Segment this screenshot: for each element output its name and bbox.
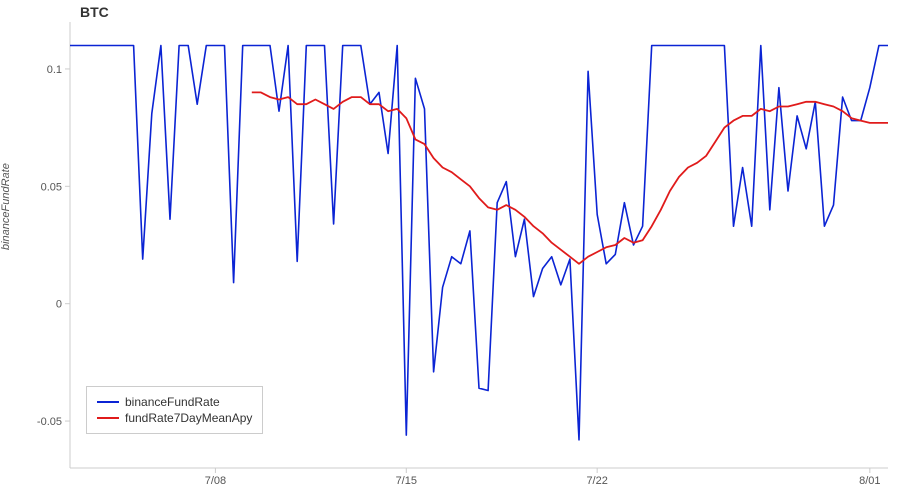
legend-swatch-icon [97,417,119,419]
legend-label: fundRate7DayMeanApy [125,411,252,425]
x-tick-label: 7/15 [396,475,417,487]
x-tick-label: 7/08 [205,475,226,487]
legend-box: binanceFundRate fundRate7DayMeanApy [86,386,263,434]
legend-label: binanceFundRate [125,395,220,409]
y-tick-label: 0 [56,299,62,311]
legend-swatch-icon [97,401,119,403]
y-tick-label: -0.05 [37,416,62,428]
legend-item: fundRate7DayMeanApy [97,411,252,425]
line-chart: BTC binanceFundRate -0.0500.050.17/087/1… [0,0,900,500]
y-tick-label: 0.1 [47,64,62,76]
legend-item: binanceFundRate [97,395,252,409]
series-binanceFundRate [70,46,888,440]
series-fundRate7DayMeanApy [252,92,888,263]
y-tick-label: 0.05 [41,181,62,193]
x-tick-label: 8/01 [859,475,880,487]
x-tick-label: 7/22 [586,475,607,487]
